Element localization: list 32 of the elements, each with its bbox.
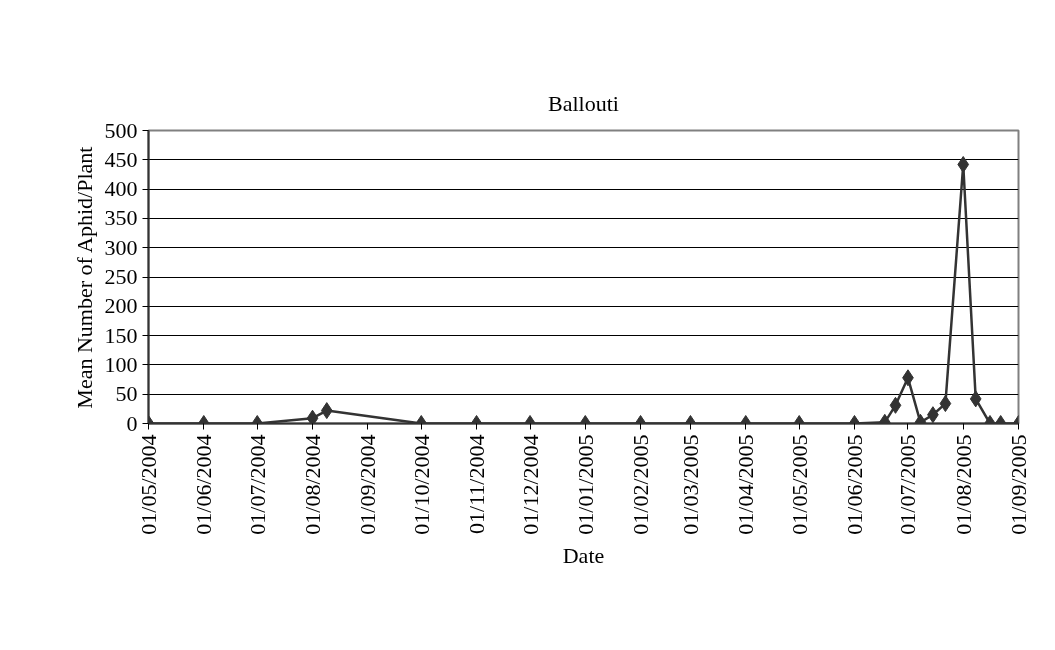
y-tick-label: 500 <box>104 117 138 143</box>
x-tick-label: 01/06/2005 <box>841 434 867 535</box>
point <box>957 155 970 173</box>
x-tick-label: 01/11/2004 <box>464 434 490 534</box>
x-tick-label: 01/05/2005 <box>786 434 812 535</box>
y-tick-label: 150 <box>104 322 138 348</box>
y-axis-title: Mean Number of Aphid/Plant <box>71 146 97 409</box>
y-tick-label: 400 <box>104 176 138 202</box>
y-tick-label: 100 <box>104 351 138 377</box>
x-tick-label: 01/04/2005 <box>733 434 759 535</box>
x-tick-label: 01/03/2005 <box>677 434 703 535</box>
x-tick-label: 01/08/2004 <box>300 434 326 535</box>
chart-title: Ballouti <box>548 90 619 116</box>
y-tick-label: 0 <box>126 410 138 436</box>
x-tick-label: 01/08/2005 <box>950 434 976 535</box>
x-axis-title: Date <box>562 542 605 568</box>
y-tick-label: 350 <box>104 205 138 231</box>
x-tick-label: 01/02/2005 <box>628 434 654 535</box>
y-tick-label: 50 <box>115 381 138 407</box>
x-tick-label: 01/05/2004 <box>136 434 161 535</box>
x-tick-label: 01/12/2004 <box>517 434 543 535</box>
x-tick-label: 01/09/2005 <box>1006 434 1031 535</box>
x-tick-label: 01/06/2004 <box>191 434 217 535</box>
y-tick-label: 300 <box>104 234 138 260</box>
x-tick-label: 01/10/2004 <box>408 434 434 535</box>
x-tick-label: 01/07/2005 <box>895 434 921 535</box>
x-tick-label: 01/01/2005 <box>572 434 598 535</box>
x-tick-label: 01/09/2004 <box>355 434 381 535</box>
y-tick-label: 200 <box>104 293 138 319</box>
y-tick-label: 250 <box>104 264 138 289</box>
x-tick-label: 01/07/2004 <box>244 434 270 535</box>
y-tick-label: 450 <box>104 146 138 172</box>
